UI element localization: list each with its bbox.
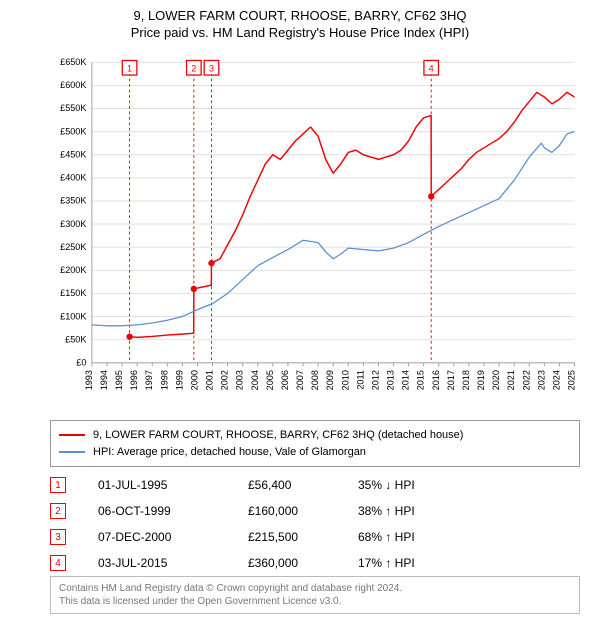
svg-text:£600K: £600K	[60, 80, 86, 90]
chart-container: 9, LOWER FARM COURT, RHOOSE, BARRY, CF62…	[0, 0, 600, 620]
transaction-pct: 17% ↑ HPI	[358, 556, 508, 570]
svg-text:1995: 1995	[114, 370, 124, 390]
legend-item: HPI: Average price, detached house, Vale…	[59, 444, 571, 461]
svg-text:2007: 2007	[295, 370, 305, 390]
transaction-price: £215,500	[248, 530, 358, 544]
transaction-date: 07-DEC-2000	[98, 530, 248, 544]
svg-text:1996: 1996	[129, 370, 139, 390]
svg-text:2013: 2013	[386, 370, 396, 390]
svg-text:£0: £0	[76, 358, 86, 368]
transaction-pct: 38% ↑ HPI	[358, 504, 508, 518]
legend: 9, LOWER FARM COURT, RHOOSE, BARRY, CF62…	[50, 420, 580, 467]
svg-text:2010: 2010	[340, 370, 350, 390]
svg-text:2023: 2023	[536, 370, 546, 390]
svg-text:1994: 1994	[99, 370, 109, 390]
svg-text:2022: 2022	[521, 370, 531, 390]
svg-text:£350K: £350K	[60, 196, 86, 206]
svg-text:2004: 2004	[250, 370, 260, 390]
svg-text:2005: 2005	[265, 370, 275, 390]
svg-text:1997: 1997	[144, 370, 154, 390]
svg-text:2001: 2001	[205, 370, 215, 390]
svg-text:£200K: £200K	[60, 265, 86, 275]
legend-swatch	[59, 434, 85, 436]
legend-label: 9, LOWER FARM COURT, RHOOSE, BARRY, CF62…	[93, 427, 463, 444]
transaction-date: 06-OCT-1999	[98, 504, 248, 518]
svg-text:£650K: £650K	[60, 57, 86, 67]
svg-text:1: 1	[127, 63, 132, 73]
svg-text:1999: 1999	[174, 370, 184, 390]
svg-text:£500K: £500K	[60, 126, 86, 136]
footer-line: This data is licensed under the Open Gov…	[59, 595, 571, 608]
svg-text:2: 2	[191, 63, 196, 73]
svg-text:£150K: £150K	[60, 288, 86, 298]
transaction-marker: 2	[50, 503, 66, 519]
transaction-row: 1 01-JUL-1995£56,40035% ↓ HPI	[50, 472, 580, 498]
svg-text:£100K: £100K	[60, 311, 86, 321]
svg-text:2012: 2012	[370, 370, 380, 390]
svg-text:2025: 2025	[567, 370, 577, 390]
page-title: 9, LOWER FARM COURT, RHOOSE, BARRY, CF62…	[0, 0, 600, 23]
svg-text:2006: 2006	[280, 370, 290, 390]
transaction-table: 1 01-JUL-1995£56,40035% ↓ HPI 2 06-OCT-1999…	[50, 472, 580, 576]
legend-item: 9, LOWER FARM COURT, RHOOSE, BARRY, CF62…	[59, 427, 571, 444]
svg-text:2018: 2018	[461, 370, 471, 390]
transaction-marker: 1	[50, 477, 66, 493]
svg-text:2009: 2009	[325, 370, 335, 390]
svg-text:2003: 2003	[235, 370, 245, 390]
transaction-pct: 68% ↑ HPI	[358, 530, 508, 544]
svg-text:2019: 2019	[476, 370, 486, 390]
chart-area: £0 £50K £100K £150K £200K £250K £300K £350K £400…	[50, 55, 580, 385]
footer-line: Contains HM Land Registry data © Crown c…	[59, 582, 571, 595]
transaction-pct: 35% ↓ HPI	[358, 478, 508, 492]
transaction-row: 3 07-DEC-2000£215,50068% ↑ HPI	[50, 524, 580, 550]
transaction-date: 03-JUL-2015	[98, 556, 248, 570]
legend-label: HPI: Average price, detached house, Vale…	[93, 444, 366, 461]
transaction-row: 4 03-JUL-2015£360,00017% ↑ HPI	[50, 550, 580, 576]
svg-text:£550K: £550K	[60, 103, 86, 113]
svg-text:4: 4	[429, 63, 434, 73]
svg-text:2000: 2000	[189, 370, 199, 390]
svg-text:1998: 1998	[159, 370, 169, 390]
transaction-marker: 4	[50, 555, 66, 571]
svg-text:2024: 2024	[551, 370, 561, 390]
transaction-price: £56,400	[248, 478, 358, 492]
svg-text:2011: 2011	[355, 370, 365, 390]
svg-text:2017: 2017	[446, 370, 456, 390]
svg-text:£50K: £50K	[65, 334, 86, 344]
svg-text:2015: 2015	[416, 370, 426, 390]
transaction-row: 2 06-OCT-1999£160,00038% ↑ HPI	[50, 498, 580, 524]
svg-text:£450K: £450K	[60, 149, 86, 159]
svg-text:2021: 2021	[506, 370, 516, 390]
legend-swatch	[59, 451, 85, 453]
footer-attribution: Contains HM Land Registry data © Crown c…	[50, 576, 580, 614]
page-subtitle: Price paid vs. HM Land Registry's House …	[0, 23, 600, 40]
transaction-date: 01-JUL-1995	[98, 478, 248, 492]
svg-text:2002: 2002	[220, 370, 230, 390]
svg-text:3: 3	[209, 63, 214, 73]
svg-text:2008: 2008	[310, 370, 320, 390]
svg-text:2020: 2020	[491, 370, 501, 390]
transaction-price: £360,000	[248, 556, 358, 570]
transaction-price: £160,000	[248, 504, 358, 518]
svg-text:2014: 2014	[401, 370, 411, 390]
svg-text:£250K: £250K	[60, 242, 86, 252]
svg-text:2016: 2016	[431, 370, 441, 390]
svg-text:1993: 1993	[84, 370, 94, 390]
transaction-marker: 3	[50, 529, 66, 545]
svg-text:£400K: £400K	[60, 173, 86, 183]
line-chart: £0 £50K £100K £150K £200K £250K £300K £350K £400…	[50, 55, 580, 397]
svg-text:£300K: £300K	[60, 219, 86, 229]
